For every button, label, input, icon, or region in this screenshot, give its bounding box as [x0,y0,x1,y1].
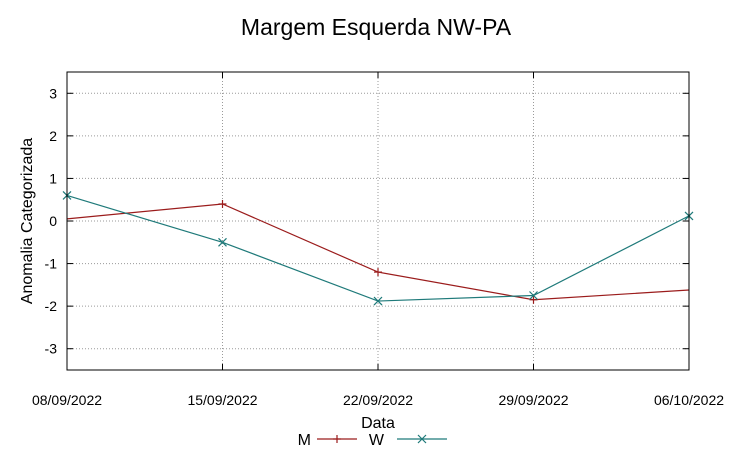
legend-label-W: W [369,432,385,449]
y-tick-label: -1 [45,256,58,272]
point-W-3 [529,291,538,300]
x-tick-label: 22/09/2022 [343,392,413,408]
x-tick-label: 08/09/2022 [32,392,102,408]
y-axis-label: Anomalia Categorizada [19,138,36,304]
y-tick-label: 2 [49,128,57,144]
y-tick-label: 3 [49,85,57,101]
plot-frame [66,71,690,371]
x-tick-label: 29/09/2022 [498,392,568,408]
point-W-1 [218,237,227,247]
y-tick-labels: -3 -2 -1 0 1 2 3 [45,85,58,356]
point-M-1 [218,199,227,208]
series-group [62,191,694,306]
chart-title: Margem Esquerda NW-PA [241,14,512,40]
point-M-2 [374,268,382,277]
point-W-2 [373,296,383,306]
legend-marker-M [333,435,341,443]
x-axis-label: Data [361,415,395,432]
x-tick-label: 06/10/2022 [654,392,724,408]
y-tick-label: -2 [45,298,58,314]
y-tick-label: 1 [49,170,57,186]
y-tick-label: 0 [49,213,57,229]
point-M-3 [529,295,538,304]
x-tick-label: 15/09/2022 [187,392,257,408]
legend-marker-W [417,434,427,444]
legend-label-M: M [298,432,311,449]
grid-lines [67,72,689,370]
x-tick-labels: 08/09/2022 15/09/2022 22/09/2022 29/09/2022… [32,392,724,408]
y-tick-label: -3 [45,341,58,357]
